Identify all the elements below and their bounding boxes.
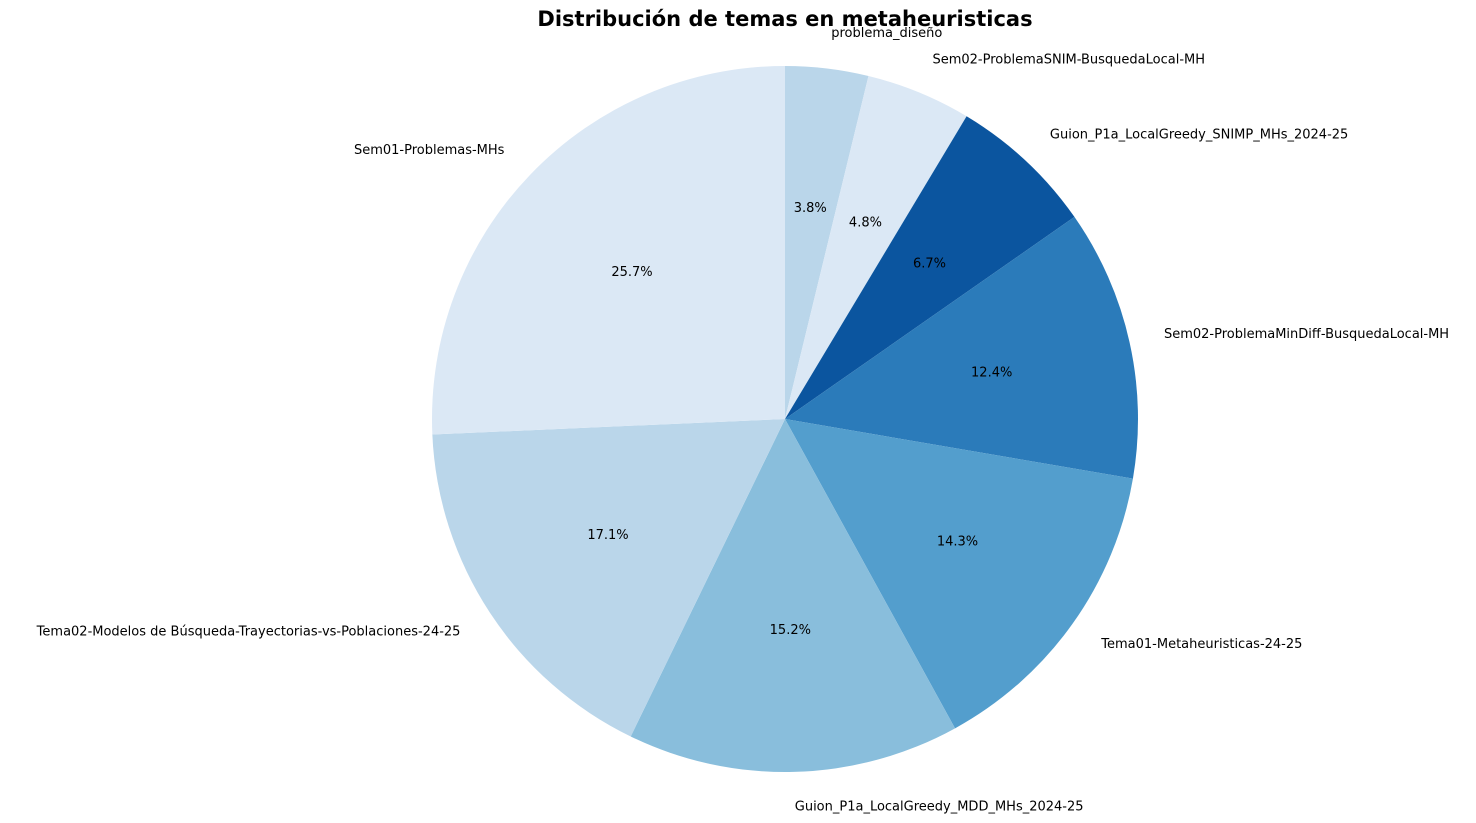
slice-category-label: Guion_P1a_LocalGreedy_SNIMP_MHs_2024-25	[1050, 128, 1348, 143]
slice-percent-label: 4.8%	[849, 216, 882, 231]
pie-slice	[785, 216, 1138, 479]
pie-slice	[785, 419, 1133, 729]
slice-percent-label: 3.8%	[794, 201, 827, 216]
slice-labels: problema_diseño Sem02-ProblemaSNIM-Busque…	[36, 26, 1449, 815]
slice-category-label: Sem02-ProblemaSNIM-BusquedaLocal-MH	[932, 52, 1205, 67]
chart-title: Distribución de temas en metaheuristicas	[537, 7, 1032, 31]
pie-slice	[785, 76, 967, 419]
pie-slice	[432, 419, 785, 737]
slice-category-label: Sem01-Problemas-MHs	[354, 143, 505, 158]
slice-category-label: Tema01-Metaheuristicas-24-25	[1100, 637, 1302, 652]
pie-slice	[785, 66, 869, 419]
slice-category-label: problema_diseño	[831, 26, 942, 41]
slice-percent-label: 12.4%	[971, 365, 1012, 380]
slice-category-label: Guion_P1a_LocalGreedy_MDD_MHs_2024-25	[795, 800, 1084, 815]
pie-slices	[431, 66, 1138, 773]
slice-percent-label: 25.7%	[611, 265, 652, 280]
slice-percent-label: 15.2%	[770, 623, 811, 638]
pie-slice	[630, 419, 956, 773]
slice-category-label: Tema02-Modelos de Búsqueda-Trayectorias-…	[36, 625, 461, 640]
percent-labels: 3.8% 4.8% 6.7% 12.4% 14.3% 15.2% 17.1% 25.7%	[587, 201, 1012, 638]
pie-slice	[785, 116, 1075, 419]
slice-percent-label: 17.1%	[587, 528, 628, 543]
pie-slice	[431, 66, 785, 435]
slice-percent-label: 14.3%	[937, 534, 978, 549]
slice-category-label: Sem02-ProblemaMinDiff-BusquedaLocal-MH	[1164, 327, 1449, 342]
slice-percent-label: 6.7%	[913, 257, 946, 272]
